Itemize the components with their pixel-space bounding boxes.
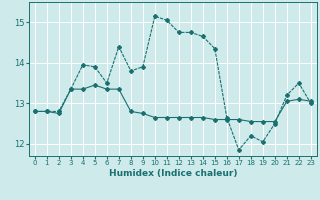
X-axis label: Humidex (Indice chaleur): Humidex (Indice chaleur) xyxy=(108,169,237,178)
